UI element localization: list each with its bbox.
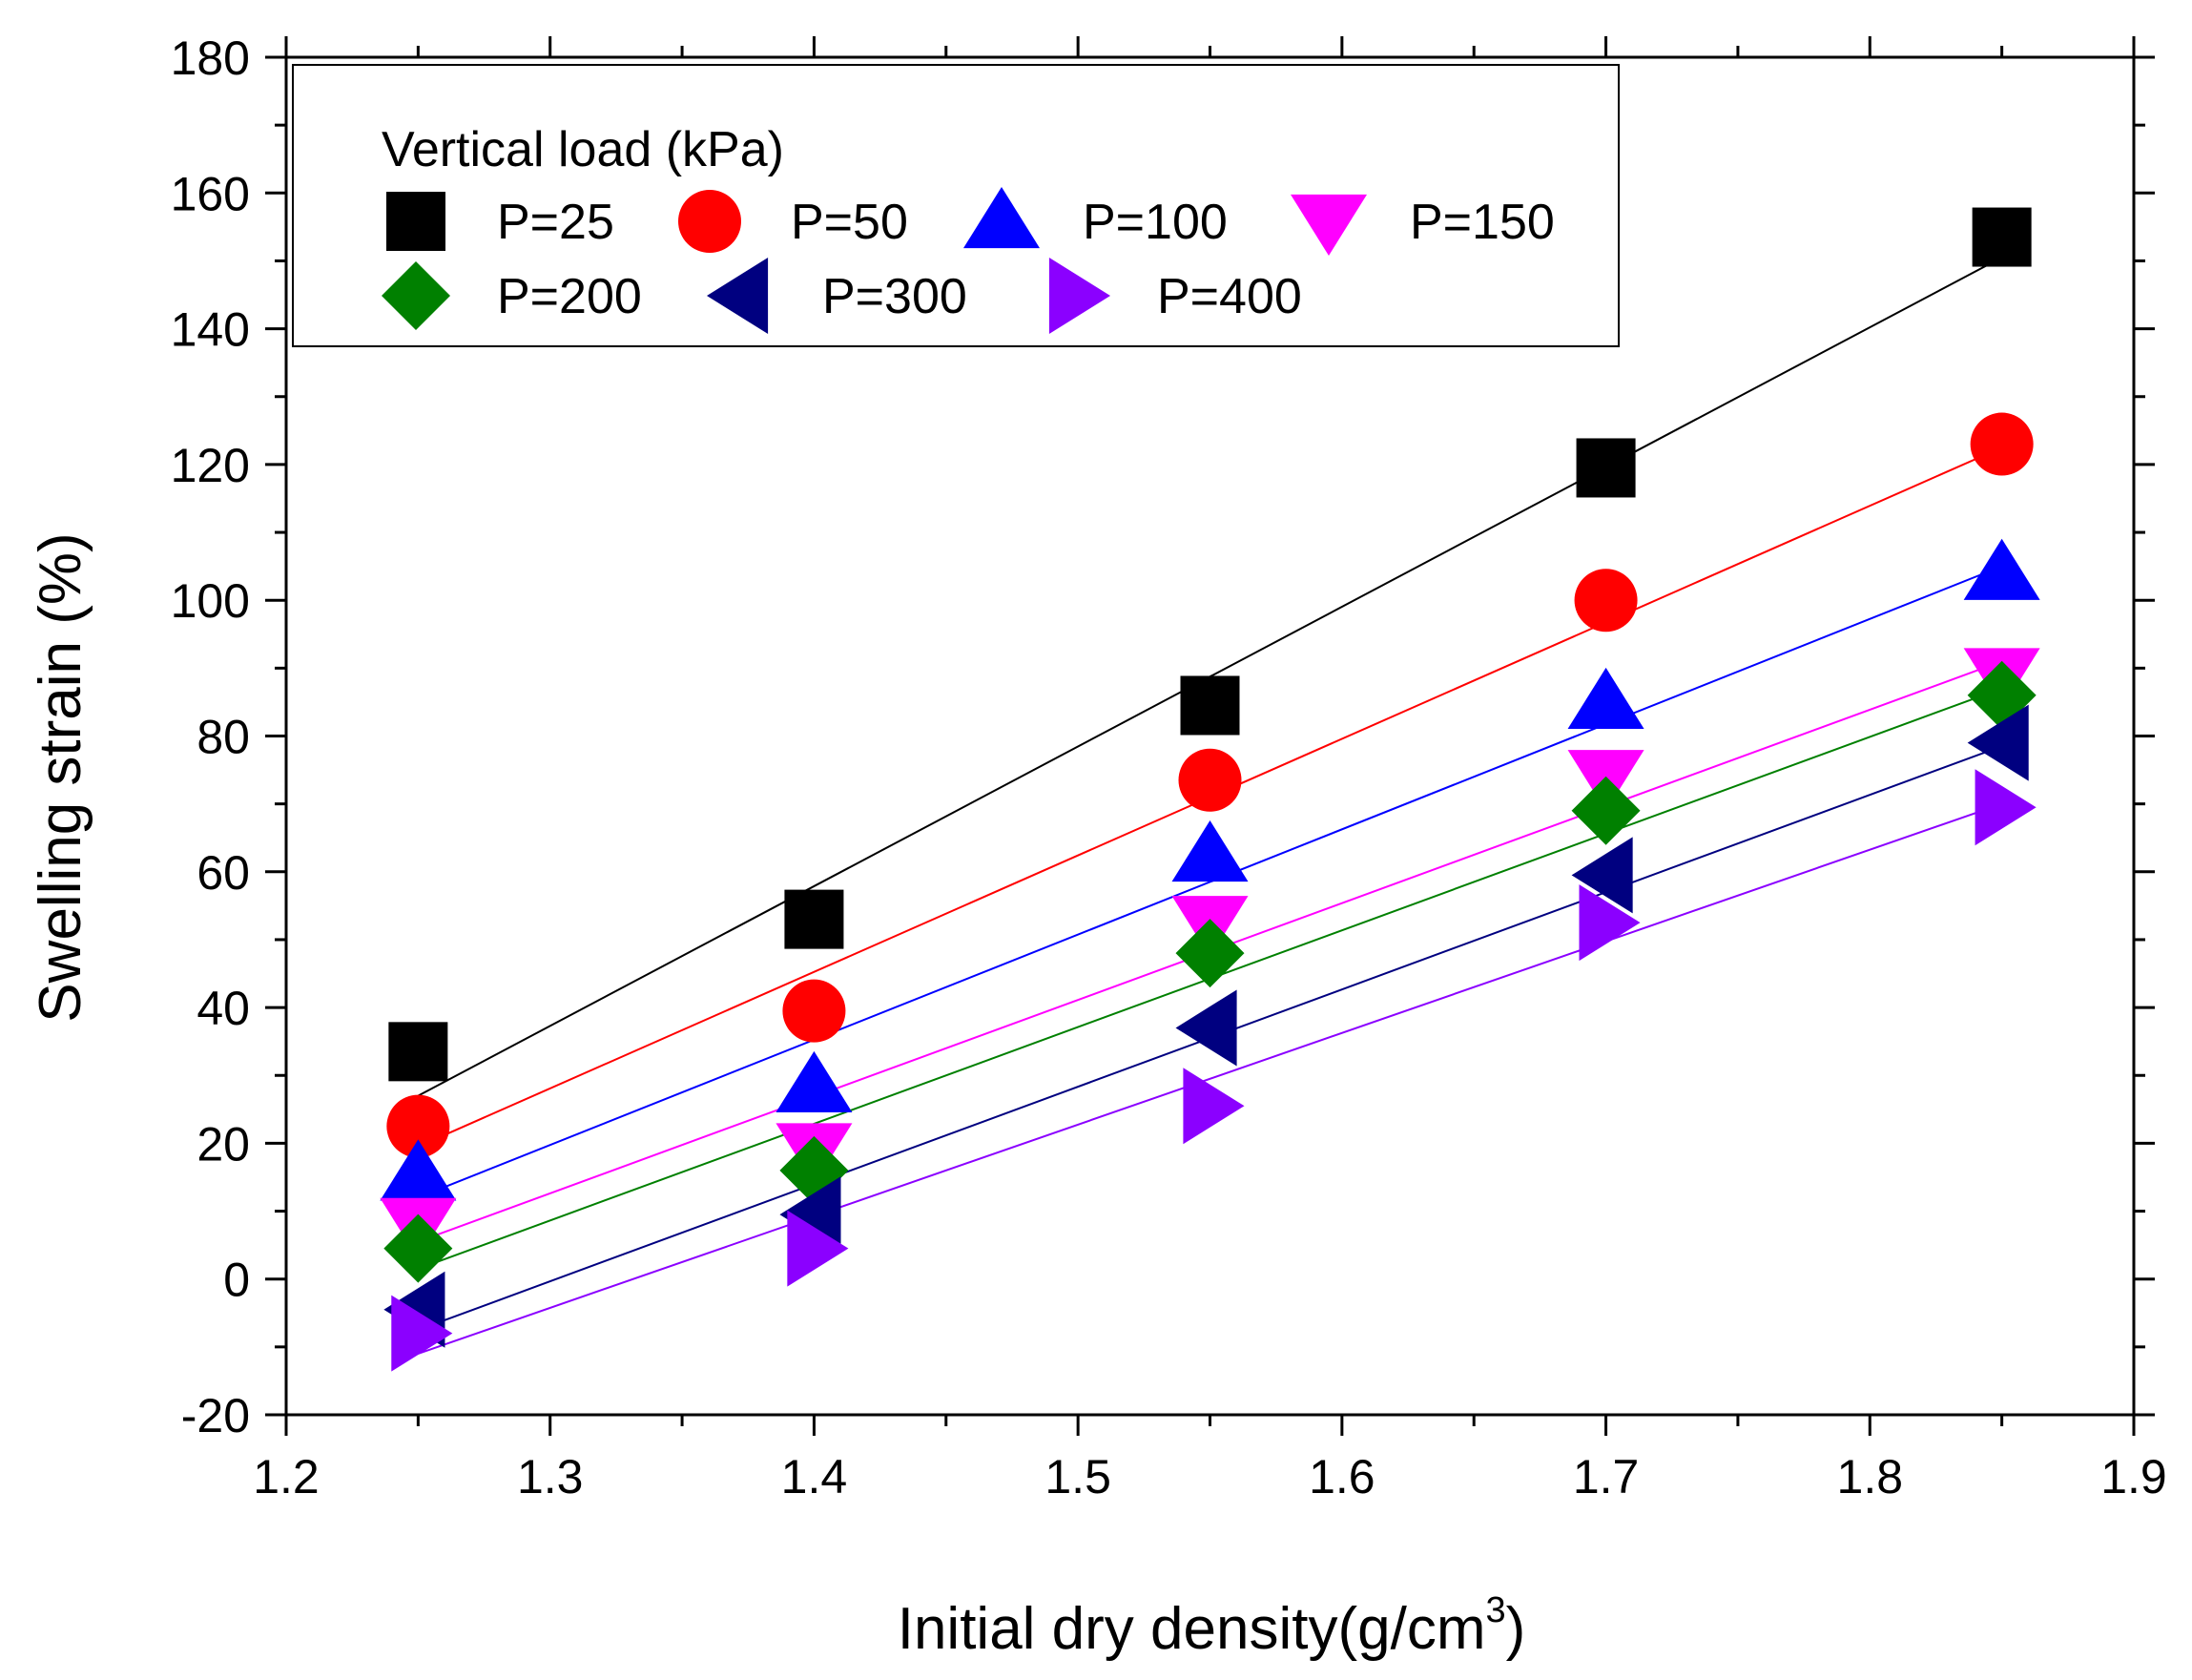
legend-label-p-300: P=300 xyxy=(822,269,967,324)
y-tick-label: 0 xyxy=(223,1254,250,1307)
axes-layer: 1.2 1.3 1.4 1.5 1.6 1.7 1.8 1.9 -20 0 20 40 60 80 100 1… xyxy=(171,31,2167,1504)
y-tick-label: 100 xyxy=(171,574,250,628)
legend-box xyxy=(292,64,1620,347)
point-p-200 xyxy=(1175,919,1245,988)
point-p-400 xyxy=(1183,1068,1245,1145)
point-p-200 xyxy=(383,1213,453,1283)
point-p-300 xyxy=(779,1176,841,1254)
y-tick-label: 20 xyxy=(196,1117,250,1171)
x-axis-label: Initial dry density(g/cm3) xyxy=(898,1590,1526,1662)
y-tick-label: 40 xyxy=(196,982,250,1035)
point-p-50 xyxy=(1970,412,2034,476)
legend-label-p-25: P=25 xyxy=(497,195,614,250)
x-axis-label-superscript: 3 xyxy=(1485,1590,1505,1630)
y-axis-label: Swelling strain (%) xyxy=(28,532,93,1022)
y-tick-label: 180 xyxy=(171,31,250,85)
legend-label-p-400: P=400 xyxy=(1157,269,1302,324)
legend-marker-p-25 xyxy=(386,192,445,251)
legend-marker-p-100 xyxy=(963,187,1040,249)
point-p-100 xyxy=(1567,667,1644,730)
point-p-100 xyxy=(380,1139,457,1201)
legend-label-p-200: P=200 xyxy=(497,269,642,324)
legend-title: Vertical load (kPa) xyxy=(382,122,784,177)
legend: Vertical load (kPa) P=25 P=50 P=100 P=150 P=2… xyxy=(292,64,1620,347)
legend-marker-p-50 xyxy=(678,190,741,253)
legend-marker-p-400 xyxy=(1048,258,1110,334)
y-tick-label: 120 xyxy=(171,439,250,492)
legend-label-p-150: P=150 xyxy=(1410,195,1555,250)
point-p-300 xyxy=(1175,989,1237,1067)
point-p-25 xyxy=(784,889,844,949)
point-p-200 xyxy=(1571,776,1641,845)
legend-label-p-100: P=100 xyxy=(1083,195,1228,250)
y-tick-label: -20 xyxy=(181,1389,250,1442)
x-axis-label-main: Initial dry density(g/cm xyxy=(898,1596,1486,1662)
x-tick-label: 1.6 xyxy=(1309,1450,1375,1504)
data-markers xyxy=(380,207,2040,1372)
y-tick-label: 160 xyxy=(171,167,250,220)
point-p-400 xyxy=(1579,884,1641,962)
point-p-50 xyxy=(1178,748,1242,812)
point-p-25 xyxy=(1180,675,1240,736)
x-tick-label: 1.7 xyxy=(1573,1450,1640,1504)
x-tick-label: 1.5 xyxy=(1044,1450,1111,1504)
point-p-300 xyxy=(1967,704,2029,781)
point-p-100 xyxy=(775,1050,853,1113)
point-p-50 xyxy=(386,1094,450,1158)
x-tick-label: 1.2 xyxy=(253,1450,320,1504)
point-p-100 xyxy=(1963,538,2040,600)
legend-marker-p-150 xyxy=(1291,194,1367,256)
point-p-50 xyxy=(1574,569,1638,633)
legend-marker-p-300 xyxy=(707,258,769,334)
point-p-100 xyxy=(1171,820,1249,882)
legend-marker-p-200 xyxy=(382,261,450,330)
fit-line-p-100 xyxy=(417,565,2003,1199)
point-p-300 xyxy=(1571,837,1633,914)
point-p-50 xyxy=(782,979,846,1043)
point-p-400 xyxy=(391,1295,453,1372)
point-p-25 xyxy=(388,1022,448,1082)
x-axis-label-suffix: ) xyxy=(1506,1596,1526,1662)
x-tick-label: 1.3 xyxy=(517,1450,584,1504)
legend-label-p-50: P=50 xyxy=(791,195,908,250)
point-p-25 xyxy=(1972,207,2032,267)
x-tick-label: 1.9 xyxy=(2100,1450,2167,1504)
point-p-25 xyxy=(1576,438,1636,498)
fit-line-p-400 xyxy=(418,802,2002,1355)
point-p-400 xyxy=(787,1210,849,1287)
point-p-400 xyxy=(1975,769,2037,846)
x-tick-label: 1.4 xyxy=(781,1450,848,1504)
x-tick-label: 1.8 xyxy=(1837,1450,1904,1504)
y-tick-label: 60 xyxy=(196,846,250,900)
y-tick-label: 80 xyxy=(196,711,250,764)
y-tick-label: 140 xyxy=(171,303,250,357)
